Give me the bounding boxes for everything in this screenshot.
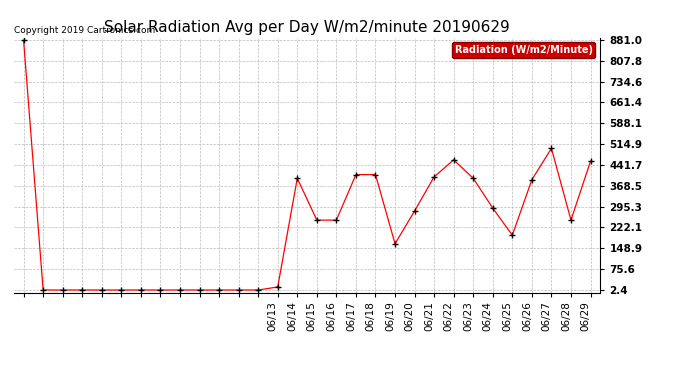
Title: Solar Radiation Avg per Day W/m2/minute 20190629: Solar Radiation Avg per Day W/m2/minute …	[104, 20, 510, 35]
Text: Copyright 2019 Cartronics.com: Copyright 2019 Cartronics.com	[14, 26, 155, 35]
Legend: Radiation (W/m2/Minute): Radiation (W/m2/Minute)	[452, 42, 595, 58]
